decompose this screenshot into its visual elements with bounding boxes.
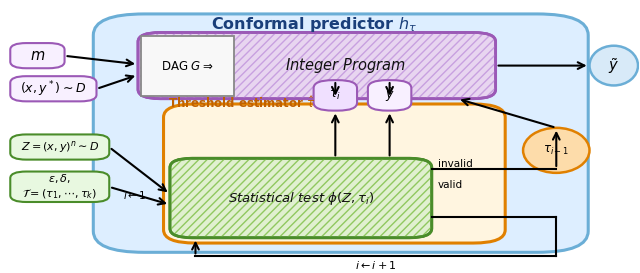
Text: $Z=(x,y)^n \sim D$: $Z=(x,y)^n \sim D$ [20, 139, 99, 155]
Text: Threshold estimator $\hat{\tau}$: Threshold estimator $\hat{\tau}$ [168, 95, 316, 111]
FancyBboxPatch shape [141, 37, 234, 96]
Text: $\tilde{y}$: $\tilde{y}$ [608, 56, 620, 76]
FancyBboxPatch shape [368, 80, 412, 111]
FancyBboxPatch shape [314, 80, 357, 111]
Text: $\tau_i$: $\tau_i$ [330, 89, 341, 102]
Text: $\epsilon, \delta,$
$\mathcal{T}=(\tau_1,\cdots,\tau_k)$: $\epsilon, \delta,$ $\mathcal{T}=(\tau_1… [22, 173, 97, 201]
FancyBboxPatch shape [10, 76, 97, 101]
Text: $m$: $m$ [30, 48, 45, 63]
FancyBboxPatch shape [93, 14, 588, 252]
FancyBboxPatch shape [164, 104, 505, 243]
Text: Conformal predictor $h_{\tau}$: Conformal predictor $h_{\tau}$ [211, 15, 417, 34]
Text: $(x, y^*) \sim D$: $(x, y^*) \sim D$ [20, 79, 86, 99]
FancyBboxPatch shape [138, 32, 495, 99]
Text: DAG $G\Rightarrow$: DAG $G\Rightarrow$ [161, 60, 214, 73]
Text: $\bf{\it{Integer\ Program}}$: $\bf{\it{Integer\ Program}}$ [285, 56, 406, 75]
Text: $i \leftarrow i+1$: $i \leftarrow i+1$ [355, 259, 397, 271]
Text: invalid: invalid [438, 159, 473, 169]
Ellipse shape [523, 128, 589, 173]
FancyBboxPatch shape [170, 158, 432, 238]
Text: valid: valid [438, 180, 463, 190]
Text: $i \leftarrow 1$: $i \leftarrow 1$ [123, 189, 147, 201]
Text: $\tilde{y}$: $\tilde{y}$ [385, 87, 394, 104]
Text: $\tau_{i-1}$: $\tau_{i-1}$ [543, 144, 569, 157]
FancyBboxPatch shape [10, 134, 109, 160]
FancyBboxPatch shape [10, 171, 109, 202]
Ellipse shape [589, 46, 638, 85]
FancyBboxPatch shape [10, 43, 65, 68]
Text: $\bf{\it{Statistical\ test}}$ $\phi(Z,\tau_i)$: $\bf{\it{Statistical\ test}}$ $\phi(Z,\t… [228, 189, 374, 206]
